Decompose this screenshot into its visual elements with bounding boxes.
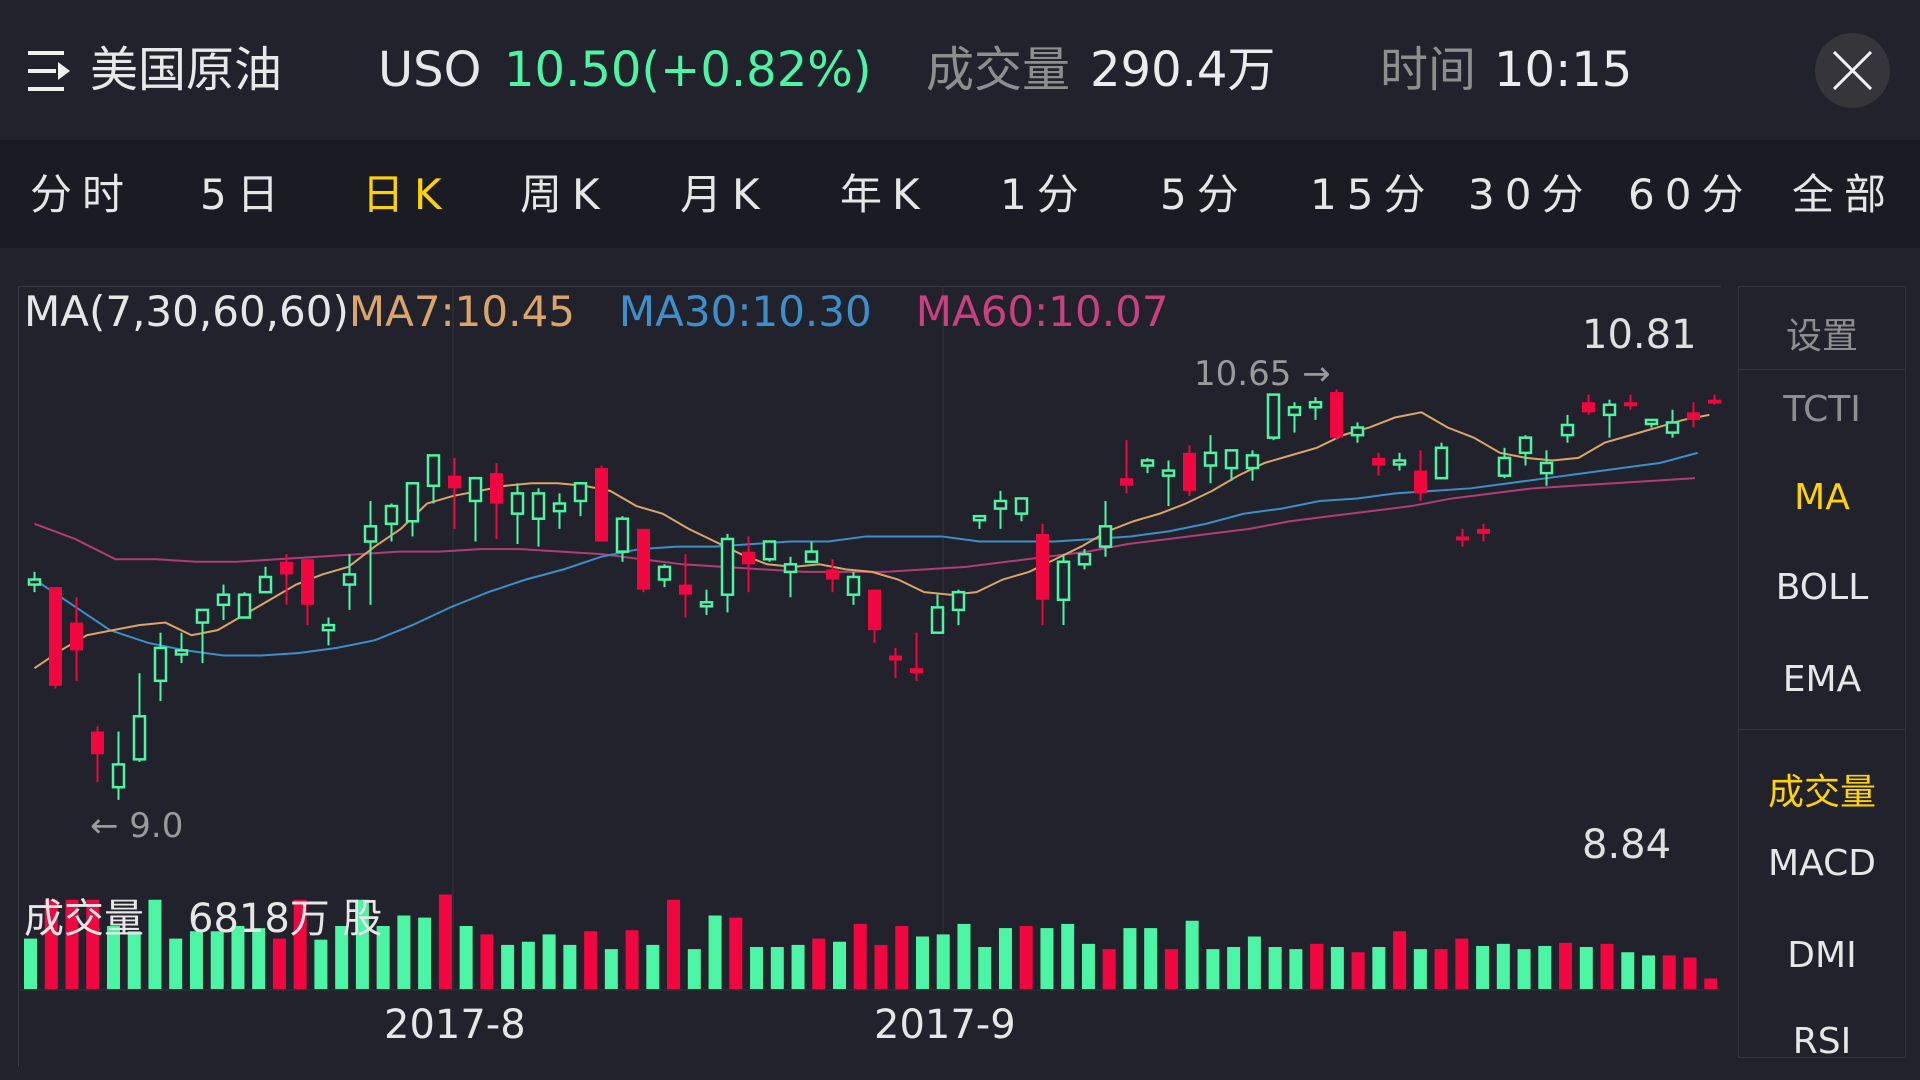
tab-30min[interactable]: 30分 [1468,170,1594,219]
time-value: 10:15 [1494,42,1633,98]
menu-arrow-icon[interactable] [28,48,80,94]
date-label-aug: 2017-8 [384,1002,526,1048]
close-icon [1833,51,1872,90]
chart-frame[interactable] [18,286,1721,1067]
period-tabs: 分时 5日 日K 周K 月K 年K 1分 5分 15分 30分 60分 全部 [0,140,1920,248]
close-button[interactable] [1815,33,1890,108]
price-axis-high: 10.81 [1582,312,1697,358]
indicator-sidebar: 设置 TCTI MA BOLL EMA 成交量 MACD DMI RSI [1738,286,1906,1062]
ma30-value: MA30:10.30 [618,287,872,336]
volume-legend-label: 成交量 [24,896,144,942]
indicator-tcti[interactable]: TCTI [1783,389,1861,430]
volume-legend: 成交量 6818万 股 [24,886,383,944]
price-change: 10.50(+0.82%) [504,42,872,98]
high-marker: 10.65 → [1194,354,1331,394]
ma-params: MA(7,30,60,60) [24,287,349,336]
tab-15min[interactable]: 15分 [1310,170,1436,219]
indicator-boll[interactable]: BOLL [1775,567,1869,608]
instrument-title[interactable]: 美国原油 [90,42,283,98]
indicator-ma[interactable]: MA [1794,477,1850,518]
tab-intraday[interactable]: 分时 [30,170,135,219]
header-bar: 美国原油 USO 10.50(+0.82%) 成交量 290.4万 时间 10:… [0,0,1920,140]
sub-indicator-volume[interactable]: 成交量 [1767,772,1876,813]
volume-legend-value: 6818万 股 [188,896,383,942]
tab-yearly-k[interactable]: 年K [840,170,930,219]
volume-value: 290.4万 [1090,42,1276,98]
divider [1739,369,1905,370]
sub-indicator-dmi[interactable]: DMI [1787,935,1857,976]
low-marker: ← 9.0 [90,806,184,846]
tab-daily-k[interactable]: 日K [362,170,452,219]
sub-indicator-rsi[interactable]: RSI [1792,1021,1852,1062]
instrument-symbol: USO [378,42,482,98]
indicator-ema[interactable]: EMA [1782,659,1862,700]
time-label: 时间 [1380,42,1477,98]
tab-60min[interactable]: 60分 [1628,170,1754,219]
ma60-value: MA60:10.07 [915,287,1169,336]
tab-all[interactable]: 全部 [1792,170,1897,219]
tab-5min[interactable]: 5分 [1160,170,1249,219]
tab-1min[interactable]: 1分 [1000,170,1089,219]
tab-monthly-k[interactable]: 月K [680,170,770,219]
volume-label: 成交量 [926,42,1071,98]
divider [1739,729,1905,730]
tab-weekly-k[interactable]: 周K [520,170,610,219]
price-axis-low: 8.84 [1582,822,1672,868]
ma7-value: MA7:10.45 [348,287,575,336]
date-label-sep: 2017-9 [874,1002,1016,1048]
sub-indicator-macd[interactable]: MACD [1768,843,1876,884]
ma-legend: MA(7,30,60,60)MA7:10.45 MA30:10.30 MA60:10… [24,284,1169,340]
settings-button[interactable]: 设置 [1785,316,1858,357]
tab-5day[interactable]: 5日 [200,170,289,219]
